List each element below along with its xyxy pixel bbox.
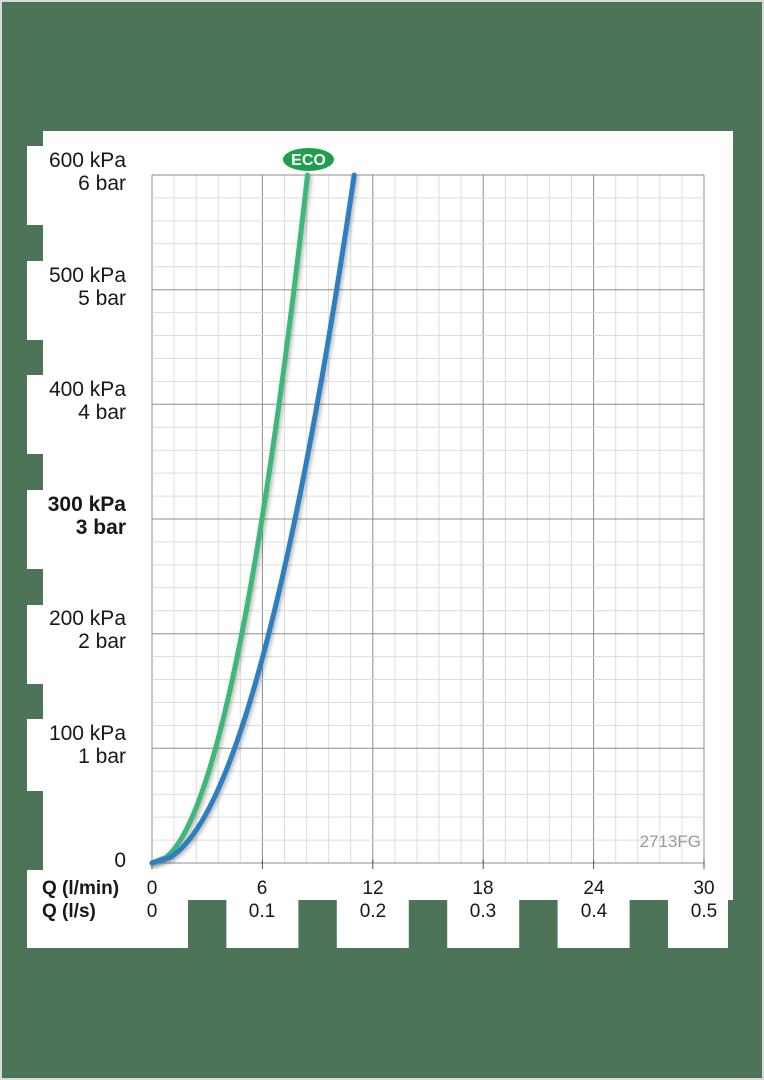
svg-text:ECO: ECO <box>291 152 326 169</box>
svg-text:2713FG: 2713FG <box>640 832 701 851</box>
